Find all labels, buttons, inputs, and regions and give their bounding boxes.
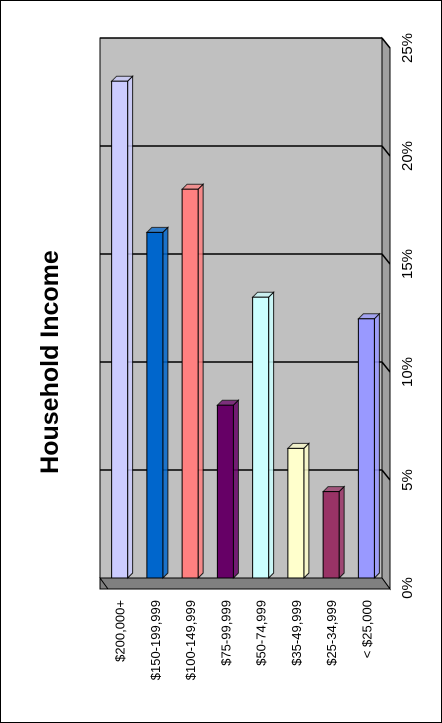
- category-label: < $25,000: [359, 600, 374, 658]
- grid-line-side: [381, 253, 391, 265]
- value-tick-label: 25%: [399, 33, 416, 63]
- bar: [287, 447, 305, 579]
- bar-side: [162, 226, 169, 580]
- plot-side-wall: [381, 36, 391, 591]
- category-label: $25-34,999: [324, 600, 339, 666]
- bars: [110, 74, 381, 580]
- category-label: $150-199,999: [148, 600, 163, 680]
- value-tick-label: 15%: [399, 249, 416, 279]
- grid-line-side: [381, 469, 391, 481]
- bar: [111, 80, 129, 579]
- grid-line-side: [381, 145, 391, 157]
- value-tick-label: 0%: [399, 577, 416, 599]
- bar-side: [268, 290, 275, 580]
- value-axis-ticks: 0% 5% 10% 15% 20% 25%: [399, 33, 416, 599]
- category-label: $50-74,999: [254, 600, 269, 666]
- value-tick-label: 10%: [399, 357, 416, 387]
- grid-line-side: [381, 361, 391, 373]
- bar: [146, 231, 164, 579]
- category-label: $200,000+: [113, 600, 128, 662]
- bar-side: [197, 182, 204, 580]
- bar-side: [127, 74, 134, 580]
- bar-side: [338, 485, 345, 580]
- bar: [181, 188, 199, 579]
- chart-title: Household Income: [36, 250, 64, 474]
- category-label: $75-99,999: [218, 600, 233, 666]
- bar: [252, 296, 270, 579]
- bar-side: [303, 442, 310, 580]
- plot-base: [99, 577, 391, 590]
- grid-line-side: [381, 37, 391, 49]
- bar: [216, 404, 234, 579]
- category-axis-labels: $200,000+ $150-199,999 $100-149,999 $75-99,…: [113, 600, 375, 680]
- bar: [357, 318, 375, 579]
- value-tick-label: 20%: [399, 141, 416, 171]
- bar-side: [232, 398, 239, 580]
- category-label: $100-149,999: [183, 600, 198, 680]
- bar-side: [373, 312, 380, 580]
- category-label: $35-49,999: [289, 600, 304, 666]
- value-tick-label: 5%: [399, 469, 416, 491]
- bar: [322, 491, 340, 579]
